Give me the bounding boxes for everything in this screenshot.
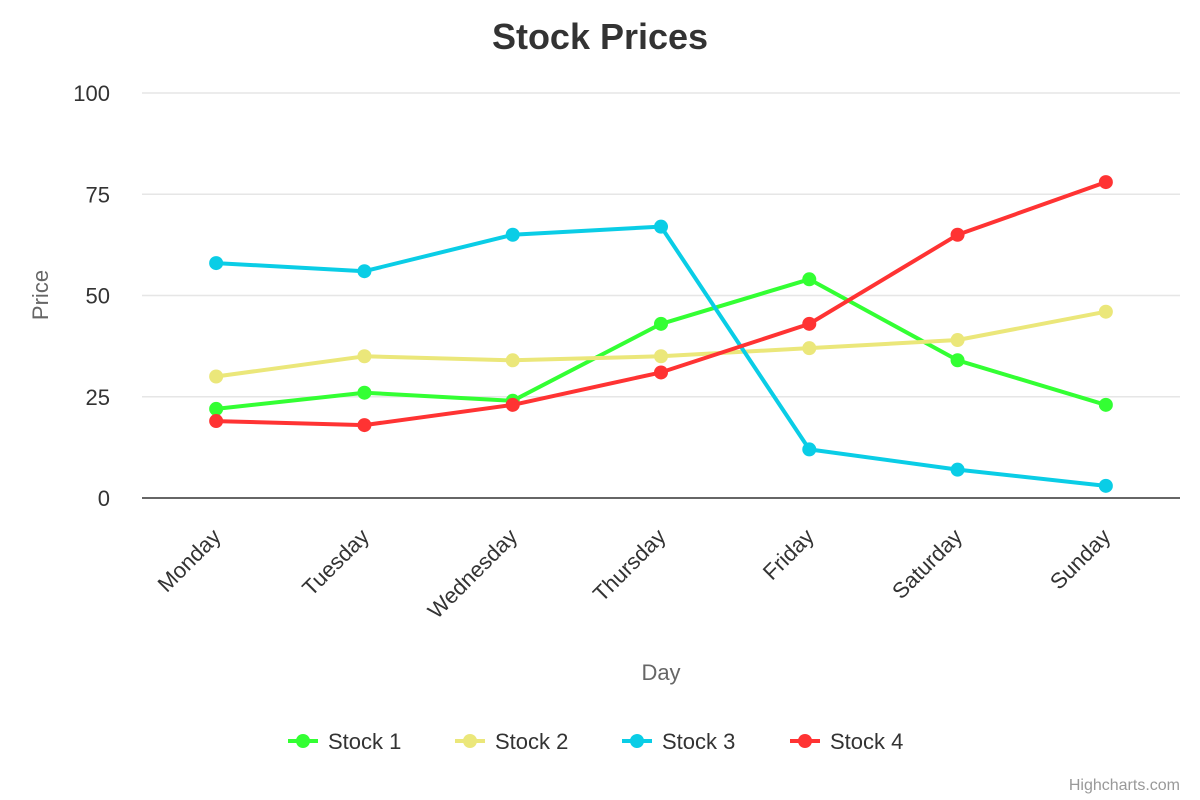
y-tick-label: 0 [98,486,110,511]
chart-title: Stock Prices [492,16,708,57]
series-3 [209,219,1113,493]
legend-label: Stock 4 [830,729,903,754]
data-point[interactable] [505,353,520,368]
legend-label: Stock 2 [495,729,568,754]
legend-item[interactable]: Stock 3 [622,729,735,754]
series-2 [209,304,1113,384]
credits-link[interactable]: Highcharts.com [1069,777,1180,794]
data-point[interactable] [950,462,965,477]
data-point[interactable] [950,333,965,348]
legend-marker [463,734,477,748]
data-point[interactable] [654,365,668,380]
data-point[interactable] [209,369,224,384]
grid-layer [142,92,1180,499]
y-axis-title: Price [28,270,53,320]
legend-marker [296,734,310,748]
series-layer [209,175,1113,493]
series-4 [209,175,1113,433]
x-tick-label: Monday [153,524,226,597]
data-point[interactable] [209,401,224,416]
data-point[interactable] [357,385,372,400]
y-tick-label: 25 [86,385,110,410]
x-tick-label: Wednesday [423,524,523,624]
data-point[interactable] [1098,304,1113,319]
y-tick-label: 50 [86,284,110,309]
data-point[interactable] [802,442,817,457]
data-point[interactable] [950,227,965,242]
data-point[interactable] [802,272,817,287]
x-tick-label: Friday [758,524,819,585]
data-point[interactable] [209,414,224,429]
legend-item[interactable]: Stock 4 [790,729,903,754]
x-tick-label: Sunday [1045,524,1115,594]
data-point[interactable] [654,349,668,364]
data-point[interactable] [357,418,372,433]
data-point[interactable] [357,264,372,279]
x-tick-label: Thursday [588,524,671,607]
data-point[interactable] [209,256,224,271]
legend-label: Stock 3 [662,729,735,754]
y-axis-ticks: 0 25 50 75 100 [73,81,110,511]
y-tick-label: 100 [73,81,110,106]
legend-label: Stock 1 [328,729,401,754]
x-axis-title: Day [641,660,680,685]
legend-item[interactable]: Stock 2 [455,729,568,754]
legend-item[interactable]: Stock 1 [288,729,401,754]
data-point[interactable] [654,316,668,331]
data-point[interactable] [950,353,965,368]
data-point[interactable] [505,227,520,242]
data-point[interactable] [1098,175,1113,190]
x-axis-ticks: Monday Tuesday Wednesday Thursday Friday Satu… [153,524,1116,624]
legend: Stock 1 Stock 2 Stock 3 Stock 4 [288,729,903,754]
data-point[interactable] [1098,397,1113,412]
data-point[interactable] [802,341,817,356]
legend-marker [630,734,644,748]
data-point[interactable] [802,316,817,331]
data-point[interactable] [654,219,668,234]
series-1 [209,272,1113,416]
y-tick-label: 75 [86,182,110,207]
series-line [214,180,1108,428]
legend-marker [798,734,812,748]
x-tick-label: Saturday [887,524,967,604]
x-tick-label: Tuesday [297,524,374,601]
data-point[interactable] [1098,478,1113,493]
data-point[interactable] [505,397,520,412]
series-line [214,277,1108,411]
data-point[interactable] [357,349,372,364]
